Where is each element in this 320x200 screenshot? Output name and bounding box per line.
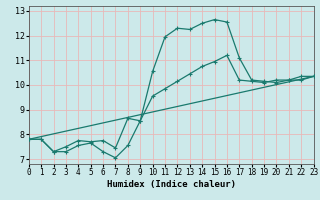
X-axis label: Humidex (Indice chaleur): Humidex (Indice chaleur) bbox=[107, 180, 236, 189]
